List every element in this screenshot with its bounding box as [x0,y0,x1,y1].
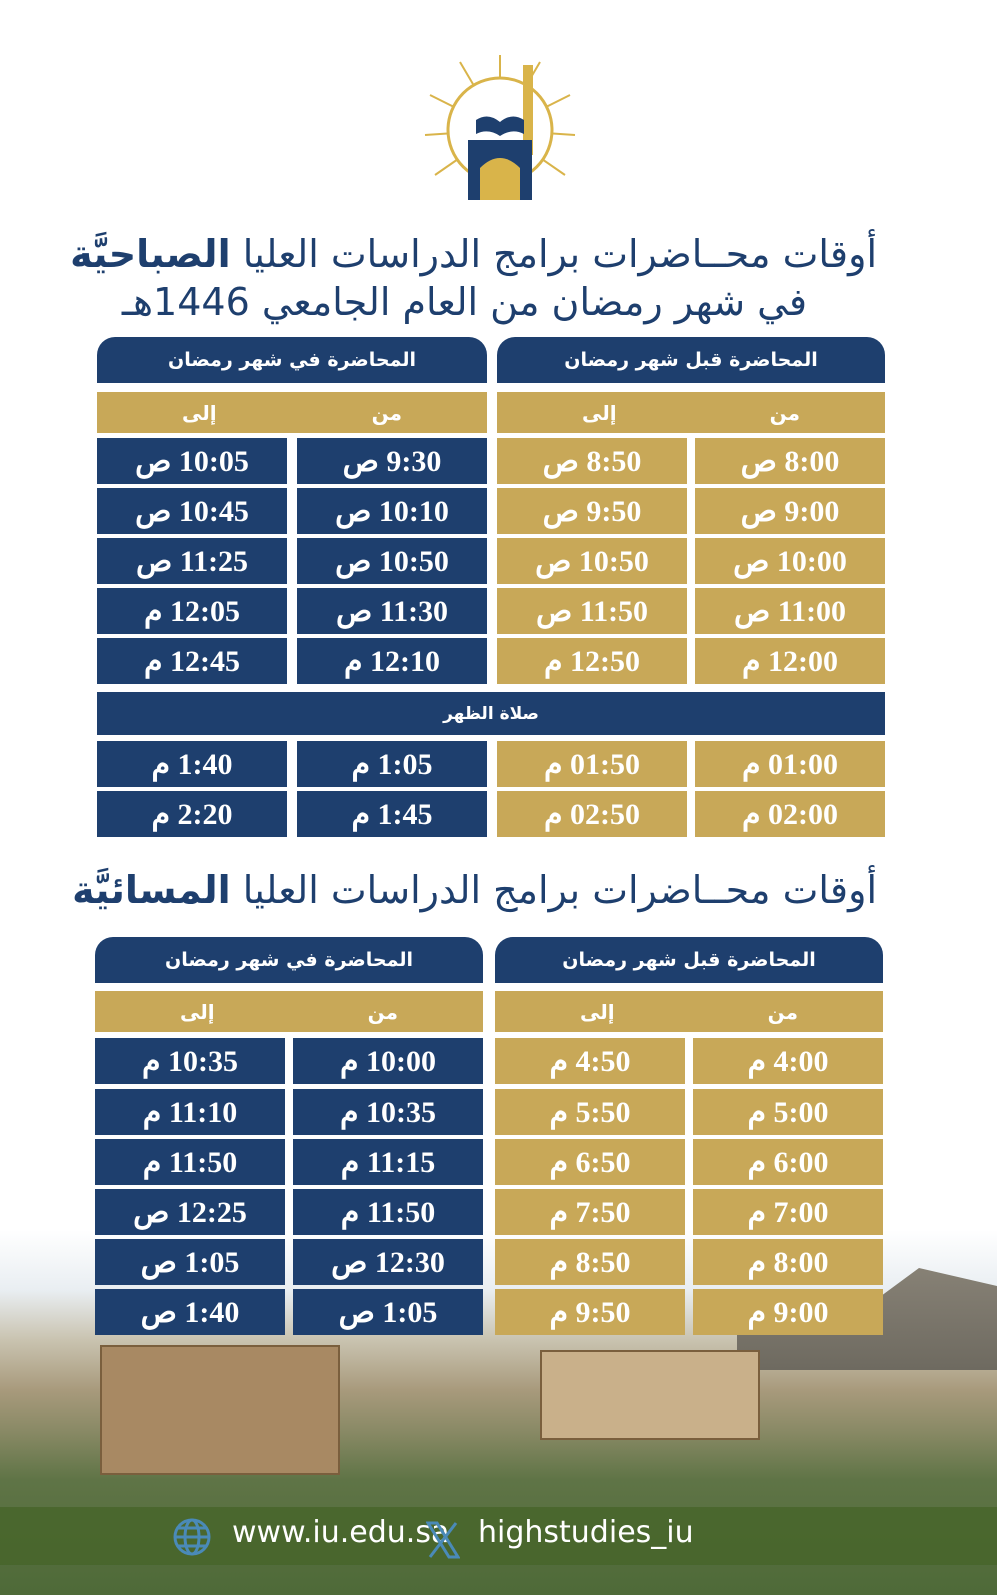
building-left [100,1345,340,1475]
evening-during-header: المحاضرة في شهر رمضان [95,937,483,983]
morning-during-from-cell: 10:10 ص [297,488,487,534]
evening-during-to-cell: 1:05 ص [95,1239,285,1285]
evening-before-to-cell: 8:50 م [495,1239,685,1285]
morning-before-to-cell: 9:50 ص [497,488,687,534]
evening-title: أوقات محــاضرات برامج الدراسات العليا ال… [72,868,877,912]
evening-during-to-cell: 11:50 م [95,1139,285,1185]
evening-before-from-cell: 4:00 م [693,1038,883,1084]
globe-icon [173,1518,211,1556]
evening-during-from-cell: 10:00 م [293,1038,483,1084]
morning-during-from-cell: 10:50 ص [297,538,487,584]
dhuhr-prayer-bar: صلاة الظهر [97,692,885,735]
morning-before-from-cell: 01:00 م [695,741,885,787]
evening-before-to-cell: 5:50 م [495,1089,685,1135]
morning-during-to-cell: 10:05 ص [97,438,287,484]
building-center [540,1350,760,1440]
morning-before-header: المحاضرة قبل شهر رمضان [497,337,885,383]
morning-during-header: المحاضرة في شهر رمضان [97,337,487,383]
evening-before-to-cell: 6:50 م [495,1139,685,1185]
evening-before-header: المحاضرة قبل شهر رمضان [495,937,883,983]
morning-during-to-cell: 10:45 ص [97,488,287,534]
evening-during-to-cell: 10:35 م [95,1038,285,1084]
evening-before-from-cell: 6:00 م [693,1139,883,1185]
evening-title-regular: أوقات محــاضرات برامج الدراسات العليا [242,868,877,912]
morning-during-from-cell: 1:45 م [297,791,487,837]
morning-during-to-cell: 12:45 م [97,638,287,684]
morning-during-to-cell: 2:20 م [97,791,287,837]
morning-during-from-cell: 9:30 ص [297,438,487,484]
evening-title-bold: المسائيَّة [72,868,231,912]
morning-before-from-cell: 8:00 ص [695,438,885,484]
morning-before-to-cell: 11:50 ص [497,588,687,634]
morning-subtitle: في شهر رمضان من العام الجامعي 1446هـ [121,280,807,324]
morning-before-from-cell: 02:00 م [695,791,885,837]
social-handle-link[interactable]: highstudies_iu [478,1515,694,1550]
x-icon [426,1521,460,1559]
from-label: من [769,400,800,425]
morning-before-to-cell: 8:50 ص [497,438,687,484]
morning-title: أوقات محــاضرات برامج الدراسات العليا ال… [70,232,877,276]
to-label: إلى [182,400,217,425]
morning-during-to-cell: 12:05 م [97,588,287,634]
evening-during-from-cell: 12:30 ص [293,1239,483,1285]
evening-during-from-cell: 1:05 ص [293,1289,483,1335]
morning-before-to-cell: 01:50 م [497,741,687,787]
evening-before-from-cell: 9:00 م [693,1289,883,1335]
morning-during-subheader: من إلى [97,392,487,433]
morning-during-to-cell: 1:40 م [97,741,287,787]
morning-before-subheader: من إلى [497,392,885,433]
morning-before-from-cell: 12:00 م [695,638,885,684]
evening-during-to-cell: 11:10 م [95,1089,285,1135]
evening-before-to-cell: 4:50 م [495,1038,685,1084]
evening-before-from-cell: 8:00 م [693,1239,883,1285]
morning-before-from-cell: 10:00 ص [695,538,885,584]
evening-during-from-cell: 11:50 م [293,1189,483,1235]
from-label: من [767,999,798,1024]
evening-during-to-cell: 12:25 ص [95,1189,285,1235]
to-label: إلى [582,400,617,425]
morning-during-from-cell: 12:10 م [297,638,487,684]
university-logo [424,55,576,200]
morning-title-regular: أوقات محــاضرات برامج الدراسات العليا [242,232,877,276]
footer-bar: www.iu.edu.sa highstudies_iu [0,1507,997,1565]
morning-during-to-cell: 11:25 ص [97,538,287,584]
morning-before-from-cell: 9:00 ص [695,488,885,534]
evening-during-to-cell: 1:40 ص [95,1289,285,1335]
evening-during-subheader: من إلى [95,991,483,1032]
morning-title-bold: الصباحيَّة [70,232,231,276]
from-label: من [367,999,398,1024]
website-link[interactable]: www.iu.edu.sa [232,1515,450,1550]
evening-before-from-cell: 7:00 م [693,1189,883,1235]
evening-before-from-cell: 5:00 م [693,1089,883,1135]
morning-during-from-cell: 11:30 ص [297,588,487,634]
evening-before-to-cell: 7:50 م [495,1189,685,1235]
morning-before-from-cell: 11:00 ص [695,588,885,634]
evening-before-subheader: من إلى [495,991,883,1032]
from-label: من [371,400,402,425]
morning-during-from-cell: 1:05 م [297,741,487,787]
morning-before-to-cell: 02:50 م [497,791,687,837]
evening-before-to-cell: 9:50 م [495,1289,685,1335]
morning-before-to-cell: 12:50 م [497,638,687,684]
morning-before-to-cell: 10:50 ص [497,538,687,584]
evening-during-from-cell: 11:15 م [293,1139,483,1185]
to-label: إلى [580,999,615,1024]
to-label: إلى [180,999,215,1024]
evening-during-from-cell: 10:35 م [293,1089,483,1135]
